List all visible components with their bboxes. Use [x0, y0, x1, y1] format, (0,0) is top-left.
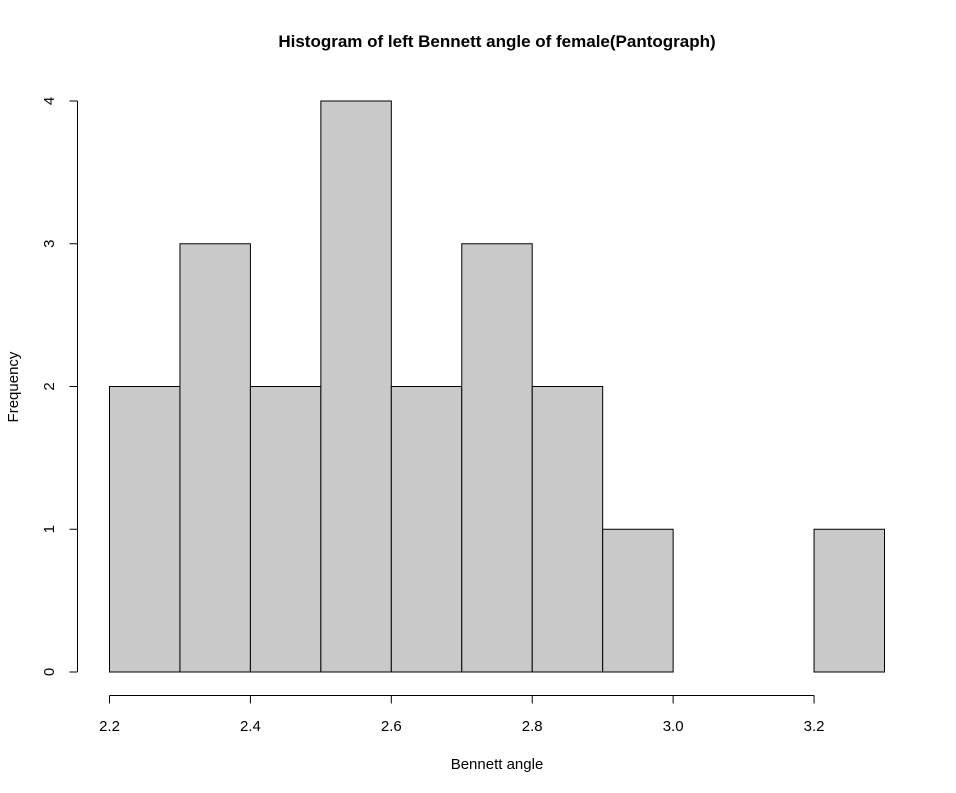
- x-tick-label-4: 3.0: [663, 718, 684, 735]
- y-axis-label: Frequency: [5, 351, 22, 422]
- chart-title: Histogram of left Bennett angle of femal…: [278, 32, 715, 51]
- histogram-bar-4: [390, 386, 463, 673]
- histogram-bar-2: [249, 386, 322, 673]
- y-tick-label-3: 3: [41, 240, 58, 248]
- x-tick-label-1: 2.4: [240, 718, 261, 735]
- x-tick-label-0: 2.2: [99, 718, 120, 735]
- x-tick-label-5: 3.2: [804, 718, 825, 735]
- histogram-bar-6: [531, 386, 604, 673]
- y-axis: 0 1 2 3 4: [41, 97, 78, 676]
- bars-group: [109, 100, 886, 673]
- y-tick-label-1: 1: [41, 525, 58, 533]
- x-axis-label: Bennett angle: [451, 756, 544, 773]
- y-tick-label-4: 4: [41, 97, 58, 105]
- x-tick-label-3: 2.8: [522, 718, 543, 735]
- y-tick-label-2: 2: [41, 382, 58, 390]
- x-tick-label-2: 2.6: [381, 718, 402, 735]
- histogram-bar-3: [320, 100, 392, 673]
- histogram-bar-0: [109, 386, 181, 673]
- y-tick-label-0: 0: [41, 668, 58, 676]
- x-axis: 2.2 2.4 2.6 2.8 3.0 3.2: [99, 695, 825, 735]
- histogram-bar-5: [461, 243, 533, 673]
- histogram-bar-1: [179, 243, 251, 673]
- histogram-bar-10: [813, 528, 886, 673]
- histogram-bar-7: [602, 528, 674, 673]
